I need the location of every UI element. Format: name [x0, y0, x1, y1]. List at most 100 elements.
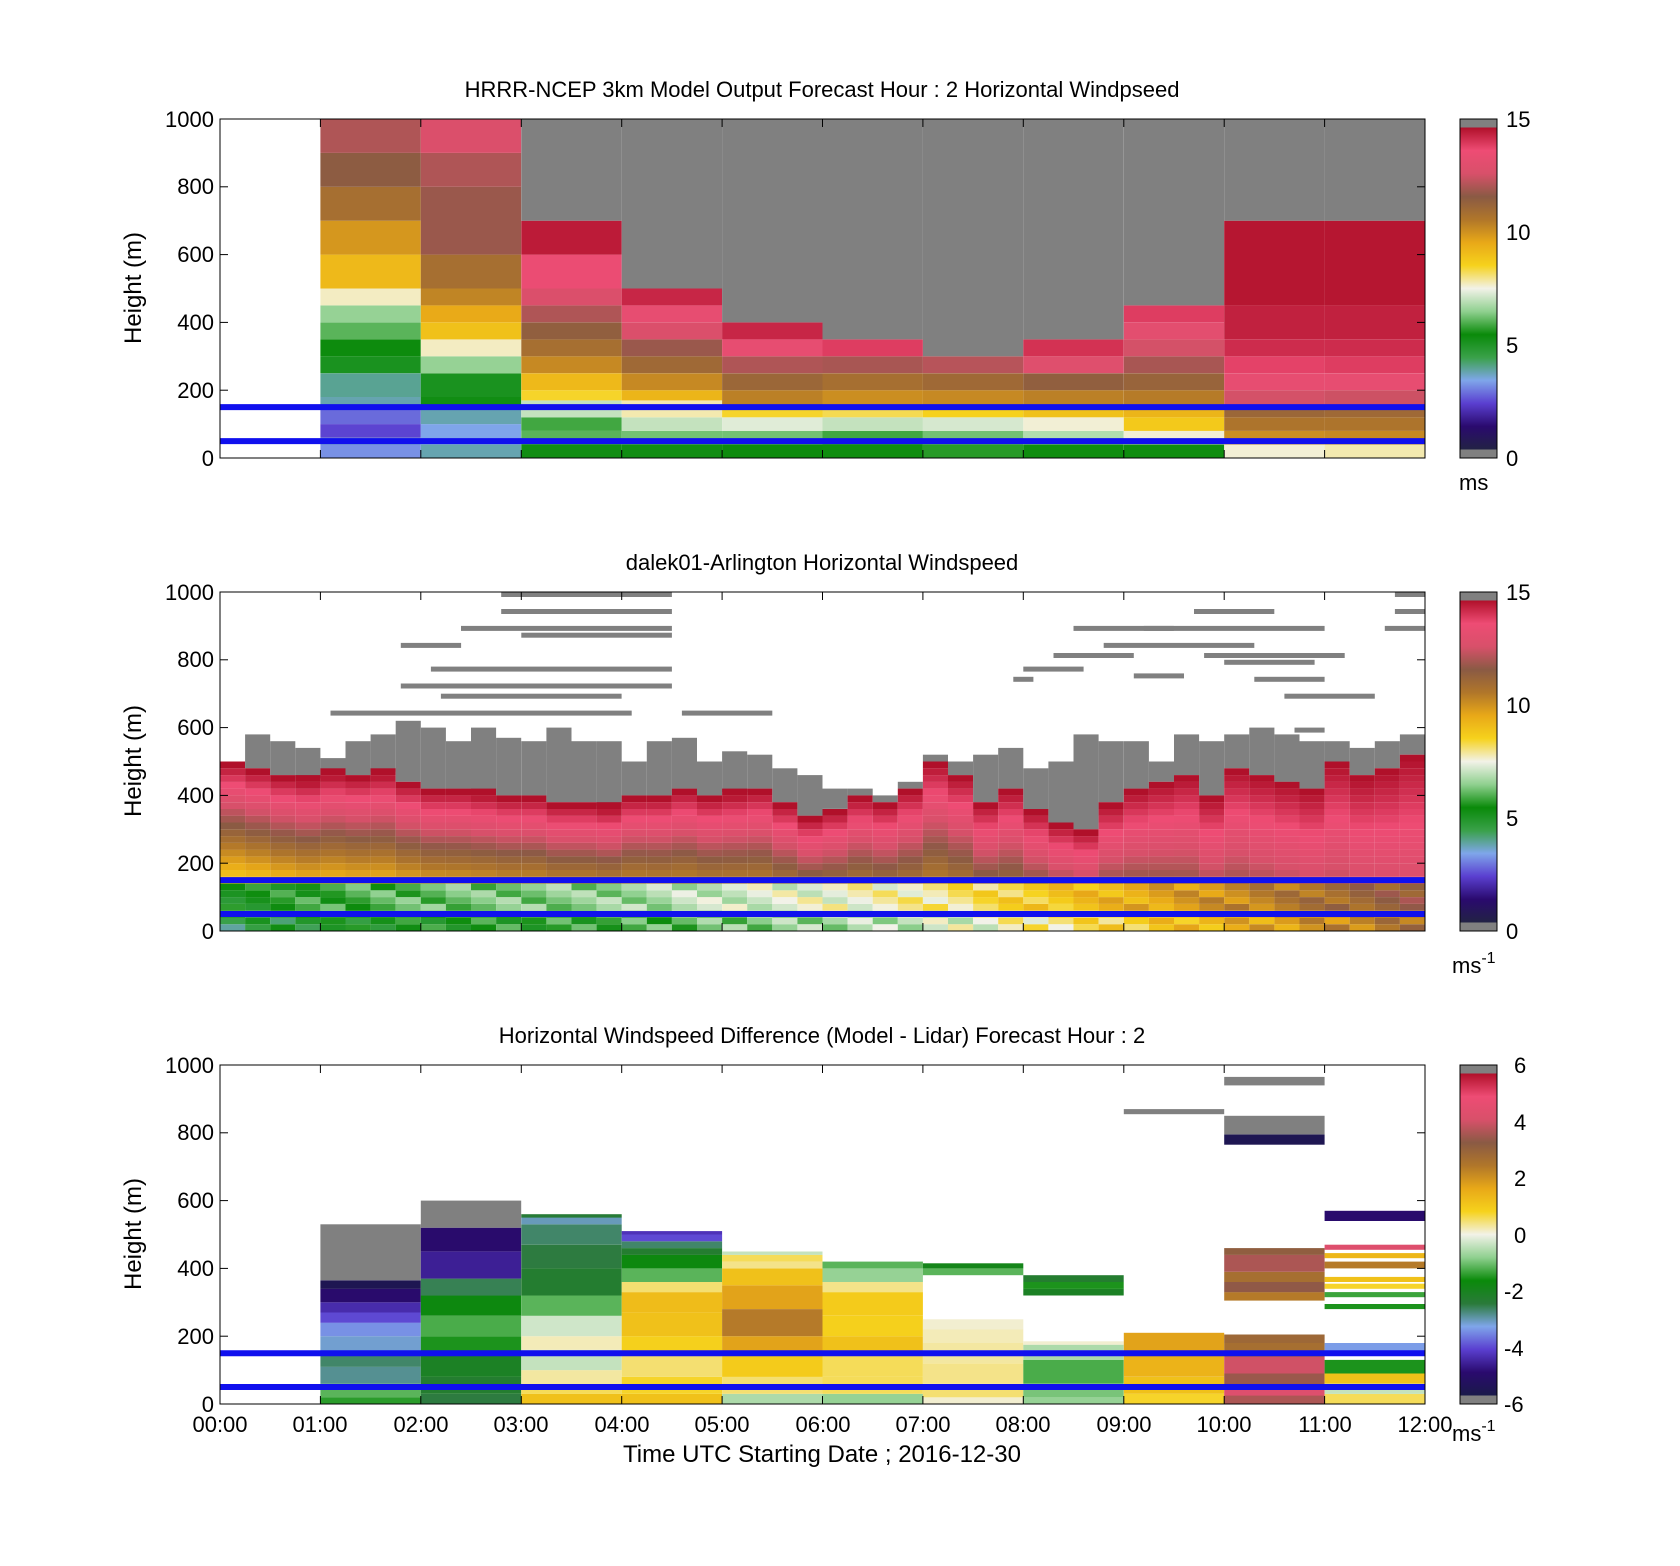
- heatmap-cell: [1098, 829, 1124, 837]
- heatmap-cell: [722, 407, 823, 418]
- colorbar-unit: ms-1: [1452, 950, 1496, 978]
- heatmap-cell: [445, 856, 471, 864]
- heatmap-cell: [1374, 849, 1400, 857]
- heatmap-cell: [1324, 815, 1350, 823]
- heatmap-cell: [1324, 870, 1350, 877]
- heatmap-cell: [420, 373, 522, 397]
- heatmap-cell: [245, 768, 271, 776]
- heatmap-cell: [998, 842, 1024, 850]
- heatmap-cell: [546, 836, 572, 843]
- heatmap-cell: [320, 407, 421, 425]
- y-ticks: 0 200 400 600 800 1000: [165, 1053, 214, 1417]
- heatmap-cell: [420, 809, 446, 816]
- heatmap-cell: [973, 842, 999, 850]
- heatmap-cell: [496, 897, 522, 904]
- heatmap-cell: [521, 1268, 622, 1296]
- heatmap-cell: [220, 815, 246, 823]
- heatmap-cell: [320, 903, 346, 911]
- heatmap-cell: [1274, 883, 1300, 891]
- heatmap-cell: [270, 883, 296, 891]
- heatmap-cell: [797, 903, 823, 911]
- heatmap-cell: [345, 775, 371, 782]
- heatmap-cell: [220, 775, 246, 782]
- x-tick-label: 12:00: [1397, 1412, 1452, 1437]
- heatmap-cell: [395, 781, 421, 789]
- heatmap-cell: [897, 890, 923, 898]
- heatmap-cell: [1324, 1244, 1425, 1250]
- heatmap-cell: [1174, 822, 1200, 830]
- heatmap-cell: [1374, 917, 1400, 925]
- heatmap-cell: [1224, 1356, 1325, 1374]
- heatmap-cell: [571, 856, 597, 864]
- heatmap-cell: [420, 339, 522, 357]
- heatmap-cell: [1174, 903, 1200, 911]
- heatmap-cell: [471, 903, 497, 911]
- heatmap-cell: [471, 829, 497, 837]
- heatmap-cell: [922, 444, 1024, 458]
- heatmap-cell: [646, 903, 672, 911]
- heatmap-cell: [897, 802, 923, 809]
- heatmap-cell: [1098, 917, 1124, 925]
- heatmap-cell: [220, 768, 246, 776]
- heatmap-cell: [722, 1285, 823, 1309]
- heatmap-cell: [345, 863, 371, 870]
- heatmap-cell: [1394, 609, 1425, 614]
- heatmap-cell: [320, 917, 346, 925]
- heatmap-cell: [471, 788, 497, 796]
- heatmap-cell: [345, 897, 371, 904]
- heatmap-cell: [596, 836, 622, 843]
- heatmap-cell: [822, 836, 848, 843]
- heatmap-cell: [345, 788, 371, 796]
- heatmap-cell: [320, 152, 421, 187]
- heatmap-cell: [722, 836, 748, 843]
- heatmap-cell: [521, 1214, 622, 1218]
- heatmap-cell: [646, 924, 672, 931]
- heatmap-cell: [571, 836, 597, 843]
- y-ticks: 0 200 400 600 800 1000: [165, 107, 214, 471]
- heatmap-cell: [496, 802, 522, 809]
- heatmap-cell: [973, 863, 999, 870]
- heatmap-cell: [320, 1280, 421, 1289]
- heatmap-cell: [1224, 659, 1315, 665]
- heatmap-cell: [1103, 642, 1255, 648]
- x-tick-label: 06:00: [795, 1412, 850, 1437]
- heatmap-cell: [1174, 890, 1200, 898]
- heatmap-cell: [847, 903, 873, 911]
- heatmap-cell: [320, 305, 421, 323]
- heatmap-cell: [245, 856, 271, 864]
- heatmap-cell: [621, 1254, 723, 1269]
- heatmap-cell: [922, 883, 948, 891]
- heatmap-cell: [697, 829, 723, 837]
- heatmap-cell: [571, 870, 597, 877]
- heatmap-cell: [1324, 1359, 1425, 1374]
- heatmap-cell: [395, 795, 421, 803]
- heatmap-cell: [922, 356, 1024, 374]
- heatmap-cell: [872, 903, 898, 911]
- heatmap-cell: [1073, 856, 1099, 864]
- reference-lines: [220, 877, 1425, 917]
- heatmap-cell: [1324, 741, 1350, 762]
- heatmap-cell: [270, 903, 296, 911]
- heatmap-cell: [521, 1370, 622, 1384]
- heatmap-cell: [245, 897, 271, 904]
- heatmap-cell: [420, 1278, 522, 1296]
- heatmap-cell: [772, 903, 798, 911]
- heatmap-cell: [646, 897, 672, 904]
- heatmap-cell: [270, 788, 296, 796]
- heatmap-cell: [295, 883, 321, 891]
- heatmap-cell: [521, 829, 547, 837]
- heatmap-cell: [571, 809, 597, 816]
- heatmap-cell: [1399, 815, 1425, 823]
- heatmap-cell: [445, 890, 471, 898]
- heatmap-cell: [420, 727, 446, 789]
- heatmap-cell: [420, 849, 446, 857]
- heatmap-cell: [621, 305, 723, 323]
- heatmap-cell: [546, 917, 572, 925]
- heatmap-cell: [747, 924, 773, 931]
- heatmap-cell: [671, 924, 697, 931]
- heatmap-cell: [671, 890, 697, 898]
- heatmap-cell: [872, 815, 898, 823]
- heatmap-cell: [1299, 829, 1325, 837]
- heatmap-cell: [420, 802, 446, 809]
- heatmap-cell: [697, 849, 723, 857]
